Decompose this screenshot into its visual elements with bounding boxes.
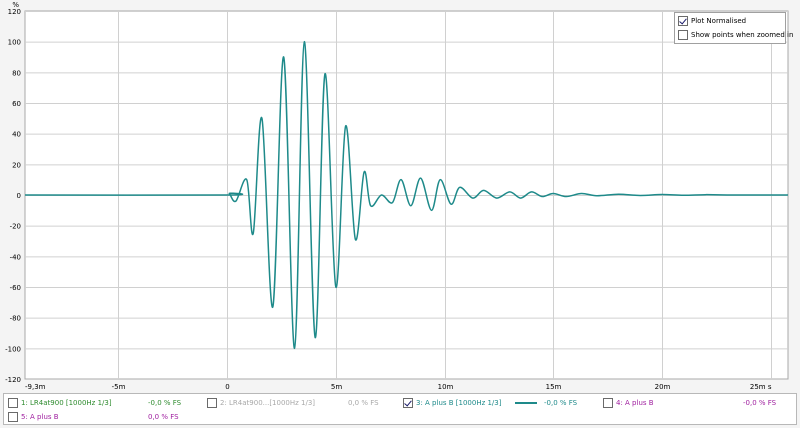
plot-normalised-checkbox[interactable] bbox=[678, 16, 688, 26]
legend-checkbox-3[interactable] bbox=[403, 398, 413, 408]
y-tick-label: -40 bbox=[10, 253, 21, 261]
y-axis-label: % bbox=[12, 1, 19, 9]
plot-normalised-option[interactable]: Plot Normalised bbox=[678, 15, 746, 27]
legend-label-3: 3: A plus B [1000Hz 1/3] bbox=[416, 399, 502, 407]
y-tick-label: -80 bbox=[10, 315, 21, 323]
impulse-chart[interactable]: 120 100 80 60 40 20 0 -20 -40 -60 -80 -100 -120 -9,3m… bbox=[0, 0, 800, 390]
impulse-trace-1 bbox=[24, 40, 789, 350]
legend-item-2[interactable]: 2: LR4at900...[1000Hz 1/3] bbox=[207, 397, 315, 409]
trace-legend: 1: LR4at900 [1000Hz 1/3] -0,0 % FS 2: LR… bbox=[3, 393, 797, 425]
y-tick-label: -100 bbox=[5, 345, 21, 353]
legend-label-1: 1: LR4at900 [1000Hz 1/3] bbox=[21, 399, 112, 407]
y-tick-label: 120 bbox=[8, 8, 21, 16]
show-points-label: Show points when zoomed in bbox=[691, 31, 794, 39]
legend-value-4: -0,0 % FS bbox=[743, 399, 777, 407]
legend-checkbox-2[interactable] bbox=[207, 398, 217, 408]
legend-value-3: -0,0 % FS bbox=[544, 399, 578, 407]
y-tick-label: -120 bbox=[5, 376, 21, 384]
legend-checkbox-5[interactable] bbox=[8, 412, 18, 422]
y-tick-label: 80 bbox=[12, 69, 21, 77]
legend-value-2: 0,0 % FS bbox=[348, 399, 379, 407]
y-tick-label: -60 bbox=[10, 284, 21, 292]
y-tick-label: 100 bbox=[8, 39, 21, 47]
x-tick-label: 25m s bbox=[750, 383, 772, 390]
y-tick-label: 20 bbox=[12, 161, 21, 169]
x-tick-label: 20m bbox=[655, 383, 671, 390]
y-tick-label: 40 bbox=[12, 131, 21, 139]
legend-value-5: 0,0 % FS bbox=[148, 413, 179, 421]
legend-value-1: -0,0 % FS bbox=[148, 399, 182, 407]
x-tick-label: 10m bbox=[438, 383, 454, 390]
legend-checkbox-4[interactable] bbox=[603, 398, 613, 408]
legend-checkbox-1[interactable] bbox=[8, 398, 18, 408]
x-tick-label: -9,3m bbox=[25, 383, 46, 390]
legend-item-3[interactable]: 3: A plus B [1000Hz 1/3] bbox=[403, 397, 538, 409]
y-tick-label: 0 bbox=[17, 192, 21, 200]
x-tick-label: -5m bbox=[112, 383, 126, 390]
x-tick-label: 15m bbox=[546, 383, 562, 390]
show-points-checkbox[interactable] bbox=[678, 30, 688, 40]
y-tick-label: 60 bbox=[12, 100, 21, 108]
legend-item-1[interactable]: 1: LR4at900 [1000Hz 1/3] bbox=[8, 397, 112, 409]
show-points-option[interactable]: Show points when zoomed in bbox=[678, 29, 793, 41]
legend-label-2: 2: LR4at900...[1000Hz 1/3] bbox=[220, 399, 316, 407]
plot-area[interactable]: 120 100 80 60 40 20 0 -20 -40 -60 -80 -100 -120 -9,3m… bbox=[0, 0, 800, 390]
y-tick-label: -20 bbox=[10, 223, 21, 231]
x-tick-label: 5m bbox=[331, 383, 342, 390]
legend-item-5[interactable]: 5: A plus B bbox=[8, 411, 59, 423]
legend-item-4[interactable]: 4: A plus B bbox=[603, 397, 654, 409]
plot-normalised-label: Plot Normalised bbox=[691, 17, 747, 25]
legend-label-5: 5: A plus B bbox=[21, 413, 59, 421]
x-tick-label: 0 bbox=[225, 383, 229, 390]
legend-label-4: 4: A plus B bbox=[616, 399, 654, 407]
legend-line-swatch-3 bbox=[515, 402, 538, 404]
plot-options-panel: Plot Normalised Show points when zoomed … bbox=[674, 12, 793, 44]
